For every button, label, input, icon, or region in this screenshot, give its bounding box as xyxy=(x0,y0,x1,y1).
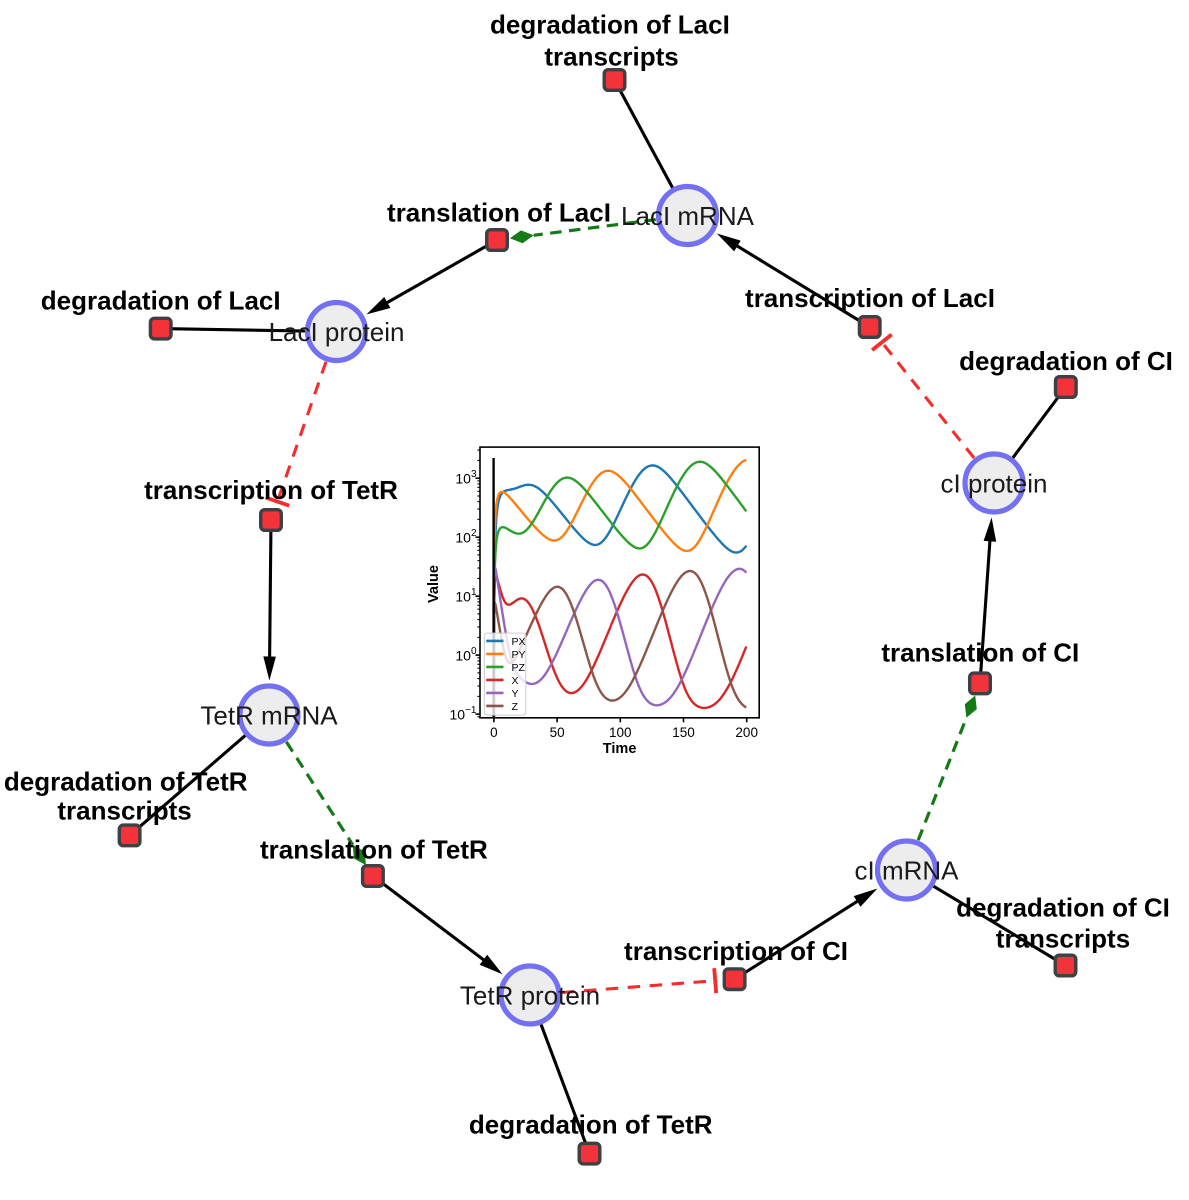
svg-text:transcription of LacI: transcription of LacI xyxy=(745,283,995,313)
svg-text:translation of TetR: translation of TetR xyxy=(260,834,488,864)
svg-text:translation of LacI: translation of LacI xyxy=(387,198,611,228)
svg-text:degradation of TetR: degradation of TetR xyxy=(4,767,248,797)
svg-text:TetR mRNA: TetR mRNA xyxy=(200,700,338,730)
svg-text:200: 200 xyxy=(735,725,758,740)
svg-text:Time: Time xyxy=(603,741,637,757)
svg-text:TetR protein: TetR protein xyxy=(460,980,600,1010)
svg-text:transcription of CI: transcription of CI xyxy=(624,936,848,966)
svg-text:degradation of LacI: degradation of LacI xyxy=(490,10,730,40)
svg-text:degradation of CI: degradation of CI xyxy=(959,346,1173,376)
svg-text:translation of CI: translation of CI xyxy=(881,638,1079,668)
svg-text:LacI mRNA: LacI mRNA xyxy=(621,201,755,231)
svg-text:Y: Y xyxy=(512,688,519,700)
svg-text:degradation of TetR: degradation of TetR xyxy=(469,1109,713,1139)
svg-text:150: 150 xyxy=(672,725,695,740)
svg-text:transcription of TetR: transcription of TetR xyxy=(144,475,398,505)
svg-text:degradation of LacI: degradation of LacI xyxy=(41,286,281,316)
svg-text:degradation of CI: degradation of CI xyxy=(956,893,1170,923)
svg-text:transcripts: transcripts xyxy=(996,924,1130,954)
svg-text:transcripts: transcripts xyxy=(57,796,191,826)
svg-text:PZ: PZ xyxy=(512,662,526,674)
svg-text:transcripts: transcripts xyxy=(544,41,678,71)
svg-text:PX: PX xyxy=(512,636,526,648)
svg-text:Z: Z xyxy=(512,701,519,713)
svg-text:cI protein: cI protein xyxy=(941,468,1048,498)
svg-text:LacI protein: LacI protein xyxy=(269,317,405,347)
svg-text:0: 0 xyxy=(490,725,498,740)
svg-text:Value: Value xyxy=(426,565,442,603)
svg-text:cI mRNA: cI mRNA xyxy=(855,855,960,885)
svg-text:X: X xyxy=(512,675,519,687)
svg-text:50: 50 xyxy=(550,725,565,740)
svg-text:PY: PY xyxy=(512,649,526,661)
svg-text:100: 100 xyxy=(609,725,632,740)
